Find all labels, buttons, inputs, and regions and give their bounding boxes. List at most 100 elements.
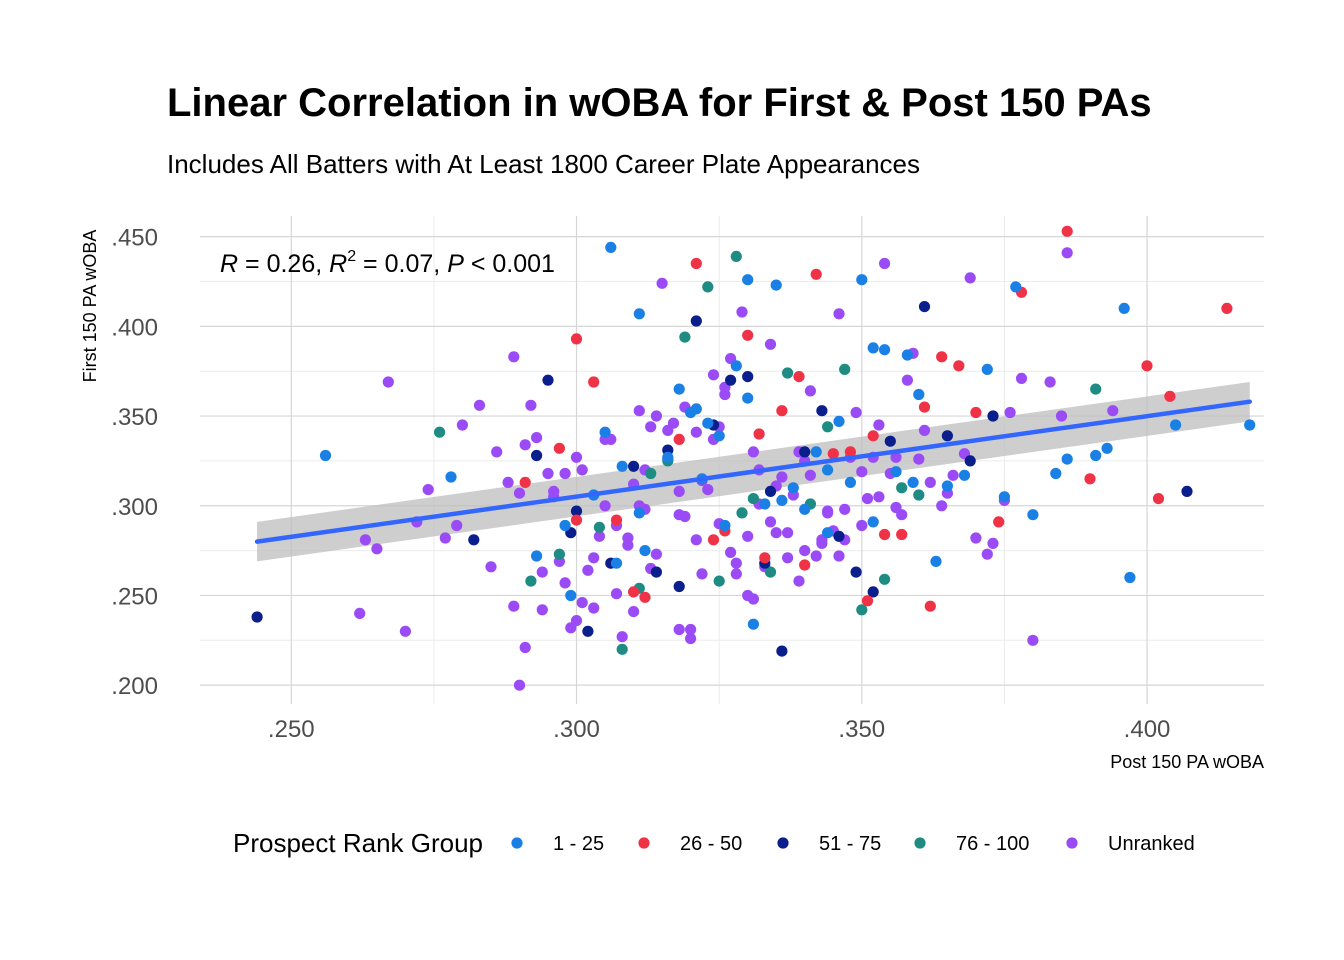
point-1-25 xyxy=(639,545,651,557)
point-76-100 xyxy=(896,482,908,494)
point-26-50 xyxy=(936,351,948,363)
point-26-50 xyxy=(570,333,583,345)
point-unranked xyxy=(439,532,451,544)
r-value: 0.26 xyxy=(267,250,316,278)
point-26-50 xyxy=(918,401,931,413)
point-unranked xyxy=(485,561,497,573)
point-26-50 xyxy=(1221,302,1233,314)
x-tick-label: .250 xyxy=(268,716,315,743)
point-26-50 xyxy=(673,433,685,445)
point-26-50 xyxy=(776,405,788,417)
point-unranked xyxy=(816,537,828,550)
point-unranked xyxy=(371,543,383,555)
point-26-50 xyxy=(1164,390,1176,402)
point-51-75 xyxy=(531,449,543,462)
point-unranked xyxy=(736,306,748,318)
point-unranked xyxy=(890,451,902,463)
point-unranked xyxy=(856,519,868,532)
y-tick-label: .200 xyxy=(111,673,158,700)
point-26-50 xyxy=(553,442,566,454)
point-unranked xyxy=(673,623,685,636)
point-unranked xyxy=(645,421,657,433)
point-1-25 xyxy=(759,498,771,510)
point-unranked xyxy=(1027,634,1039,646)
point-1-25 xyxy=(747,618,760,630)
point-unranked xyxy=(793,575,805,587)
x-tick-label: .400 xyxy=(1124,716,1171,743)
point-unranked xyxy=(719,388,731,401)
point-1-25 xyxy=(730,360,742,372)
point-unranked xyxy=(879,257,891,270)
point-1-25 xyxy=(856,274,868,286)
point-76-100 xyxy=(525,575,537,587)
legend-label-51-75: 51 - 75 xyxy=(819,833,881,855)
point-unranked xyxy=(839,503,851,515)
point-unranked xyxy=(456,419,468,431)
y-tick-label: .400 xyxy=(111,314,158,341)
point-1-25 xyxy=(605,241,617,253)
point-unranked xyxy=(508,351,520,363)
point-51-75 xyxy=(628,460,640,472)
point-26-50 xyxy=(588,376,600,388)
point-unranked xyxy=(702,484,714,496)
point-unranked xyxy=(1061,247,1073,259)
point-unranked xyxy=(576,464,588,476)
point-1-25 xyxy=(742,392,754,404)
point-1-25 xyxy=(822,527,834,539)
y-tick-label: .250 xyxy=(111,583,158,610)
point-unranked xyxy=(690,534,702,546)
point-76-100 xyxy=(713,575,725,587)
point-26-50 xyxy=(810,268,822,280)
point-unranked xyxy=(610,588,623,600)
point-unranked xyxy=(696,568,708,580)
point-unranked xyxy=(799,545,811,557)
point-unranked xyxy=(422,484,434,496)
correlation-annotation: R = 0.26, R2 = 0.07, P < 0.001 xyxy=(220,248,555,278)
point-unranked xyxy=(810,550,822,562)
legend-key-51-75 xyxy=(777,837,789,849)
legend-label-unranked: Unranked xyxy=(1108,833,1195,855)
point-1-25 xyxy=(1061,453,1073,465)
point-unranked xyxy=(890,501,902,514)
point-76-100 xyxy=(616,643,628,655)
point-unranked xyxy=(570,615,583,627)
point-unranked xyxy=(947,469,959,481)
point-1-25 xyxy=(879,344,891,356)
point-1-25 xyxy=(901,349,914,361)
point-unranked xyxy=(519,641,531,654)
legend-key-76-100 xyxy=(914,837,926,849)
point-unranked xyxy=(804,385,817,397)
point-unranked xyxy=(525,399,537,411)
point-unranked xyxy=(742,589,754,602)
regression-line xyxy=(254,399,1252,544)
point-unranked xyxy=(690,426,702,438)
point-26-50 xyxy=(742,329,754,341)
point-1-25 xyxy=(599,426,611,438)
point-26-50 xyxy=(610,514,623,526)
point-unranked xyxy=(650,410,663,422)
point-unranked xyxy=(570,451,583,463)
tick-labels: .250 .300 .350 .400 .200 .250 .300 .350 .400 .450 xyxy=(111,225,1170,743)
point-unranked xyxy=(1044,376,1056,388)
point-1-25 xyxy=(1101,442,1113,454)
legend-label-76-100: 76 - 100 xyxy=(956,833,1029,855)
y-tick-label: .450 xyxy=(111,225,158,252)
point-unranked xyxy=(622,539,634,551)
point-51-75 xyxy=(251,611,263,623)
point-unranked xyxy=(861,493,874,505)
point-unranked xyxy=(502,476,514,488)
point-unranked xyxy=(685,632,697,645)
point-unranked xyxy=(856,466,868,478)
point-76-100 xyxy=(822,421,834,433)
point-51-75 xyxy=(987,410,999,422)
y-tick-label: .300 xyxy=(111,494,158,521)
point-unranked xyxy=(725,546,737,559)
point-51-75 xyxy=(673,580,685,593)
point-unranked xyxy=(673,485,685,497)
point-26-50 xyxy=(1061,225,1073,237)
r2-value: 0.07 xyxy=(385,250,434,278)
point-76-100 xyxy=(1090,383,1102,395)
point-1-25 xyxy=(1050,467,1062,480)
legend-key-1-25 xyxy=(511,837,523,849)
point-1-25 xyxy=(565,589,577,602)
